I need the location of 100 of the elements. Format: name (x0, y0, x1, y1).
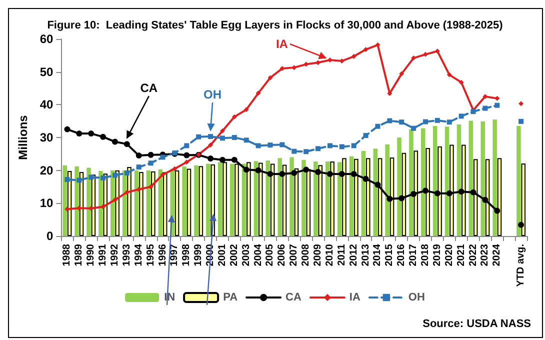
annotation: OH (204, 88, 222, 102)
point (208, 134, 214, 140)
point (148, 184, 154, 190)
x-tick-label: 2008 (300, 244, 312, 266)
x-tick-label: 2003 (240, 244, 252, 266)
point (148, 160, 154, 166)
x-tick-label: 1989 (74, 244, 85, 266)
bar (421, 128, 426, 236)
annotation: IA (276, 37, 288, 52)
point (494, 208, 500, 214)
point (387, 118, 392, 124)
point (458, 80, 464, 85)
x-tick-label: 1991 (98, 244, 109, 266)
point (243, 166, 250, 173)
point (256, 90, 261, 96)
legend-label: IA (349, 292, 360, 304)
point (100, 175, 106, 180)
point (292, 148, 297, 154)
bar (198, 166, 204, 236)
point (64, 126, 70, 132)
bar (174, 170, 180, 236)
point (100, 134, 106, 140)
point (292, 65, 297, 70)
point (470, 189, 476, 196)
x-tick-label: 2007 (288, 244, 300, 266)
x-tick-label: 2022 (468, 244, 479, 266)
point (434, 190, 440, 196)
bar (74, 166, 79, 236)
bar (278, 158, 282, 236)
point (458, 188, 464, 195)
point (112, 172, 118, 178)
x-tick-label: 2006 (276, 244, 288, 266)
point (208, 156, 214, 162)
x-tick-label: 2017 (408, 244, 420, 266)
point (136, 164, 142, 170)
x-tick-label: 2023 (480, 244, 491, 266)
bar (302, 160, 306, 236)
point (136, 152, 142, 159)
point (76, 178, 82, 183)
point (350, 170, 357, 177)
point (279, 170, 286, 177)
point (518, 222, 524, 228)
x-tick-label: 2018 (420, 244, 431, 266)
point (375, 42, 380, 48)
point (374, 182, 381, 188)
point (363, 133, 368, 138)
bar (385, 144, 390, 236)
point (327, 143, 332, 148)
x-tick-label: 2021 (456, 244, 467, 266)
x-tick-label: 1994 (133, 244, 144, 266)
point (124, 141, 130, 148)
point (208, 142, 214, 148)
y-tick-label: 30 (40, 130, 54, 144)
point (375, 124, 380, 129)
bar (397, 138, 402, 236)
bar (162, 172, 168, 236)
x-tick-label: 2015 (384, 244, 396, 266)
bar (62, 165, 68, 236)
y-axis-title: Millions (16, 114, 30, 160)
point (148, 152, 154, 158)
point (88, 174, 94, 180)
bar (151, 171, 156, 236)
x-tick-label: 1993 (121, 244, 132, 266)
x-tick-label: 1990 (86, 244, 97, 266)
point (184, 160, 190, 165)
x-tick-label: 2005 (264, 244, 276, 266)
bar (134, 170, 139, 236)
bar (86, 168, 91, 236)
point (434, 118, 440, 123)
point (494, 96, 500, 101)
point (362, 176, 369, 182)
bar (110, 170, 115, 236)
bar (432, 126, 438, 236)
point (303, 166, 310, 173)
x-tick-label: 2024 (492, 244, 503, 266)
point (267, 170, 274, 177)
point (434, 48, 440, 54)
bar (218, 162, 222, 236)
point (76, 130, 82, 137)
bar (521, 163, 526, 236)
x-tick-label: 1998 (181, 244, 192, 266)
bar (115, 170, 120, 236)
x-tick-label: 2009 (312, 244, 324, 266)
x-tick-label: 1992 (109, 244, 120, 266)
point (339, 144, 344, 150)
point (160, 154, 166, 160)
point (172, 166, 178, 172)
y-tick-label: 60 (40, 32, 54, 46)
y-tick-label: 50 (40, 64, 54, 79)
point (518, 118, 524, 124)
y-tick-label: 0 (46, 229, 54, 243)
point (386, 196, 393, 202)
x-tick-label: 2016 (396, 244, 408, 266)
point (232, 135, 237, 140)
point (219, 156, 226, 163)
point (446, 120, 452, 125)
point (399, 120, 404, 125)
bar (373, 148, 378, 236)
x-tick-label: 2001 (216, 244, 228, 266)
point (64, 177, 70, 182)
